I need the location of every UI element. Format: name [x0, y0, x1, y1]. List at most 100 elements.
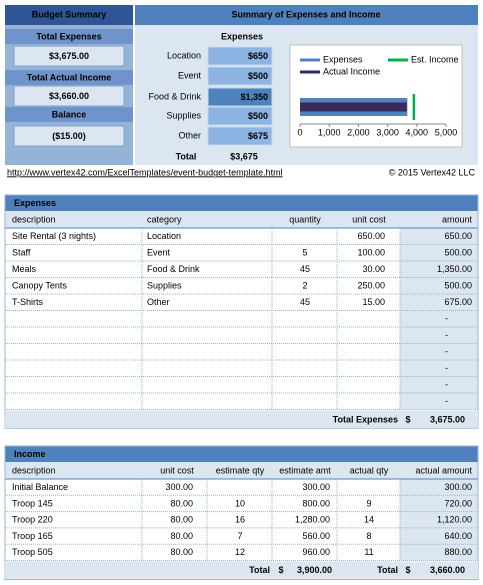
category-value: $650	[248, 51, 268, 61]
expense-cell: Location	[147, 231, 181, 241]
category-cell	[207, 106, 273, 126]
overview-header-bg	[135, 5, 478, 25]
income-cell: 80.00	[170, 547, 193, 557]
category-value: $500	[248, 111, 268, 121]
expense-total-currency: $	[405, 414, 410, 424]
column-header: category	[147, 214, 182, 224]
x-tick-label: 5,000	[435, 127, 458, 137]
expense-cell: Meals	[12, 264, 37, 274]
category-label: Food & Drink	[148, 91, 201, 101]
expense-cell: 30.00	[362, 264, 385, 274]
expense-cell: 45	[300, 297, 310, 307]
income-est-total-currency: $	[278, 565, 283, 575]
expense-cell: 500.00	[444, 248, 472, 258]
column-header: amount	[442, 214, 473, 224]
income-est-total-label: Total	[249, 565, 270, 575]
amount-column-bg	[400, 228, 478, 410]
expense-cell: Event	[147, 248, 171, 258]
income-cell: 7	[237, 531, 242, 541]
expense-cell: 45	[300, 264, 310, 274]
income-cell: 1,120.00	[437, 515, 472, 525]
column-header: description	[12, 465, 56, 475]
income-cell: 880.00	[444, 547, 472, 557]
summary-label: Total Expenses	[36, 31, 101, 41]
summary-header-bg	[5, 5, 133, 25]
income-cell: Troop 145	[12, 498, 53, 508]
expense-blank-amount: -	[445, 330, 448, 340]
expense-cell: Canopy Tents	[12, 281, 67, 291]
income-cell: 1,280.00	[295, 515, 330, 525]
expense-cell: Supplies	[147, 281, 182, 291]
income-cell: 80.00	[170, 515, 193, 525]
expense-total-label: Total Expenses	[333, 414, 398, 424]
expense-cell: Food & Drink	[147, 264, 200, 274]
overview-header: Summary of Expenses and Income	[231, 9, 380, 19]
expense-cell: 650.00	[444, 231, 472, 241]
table-title: Expenses	[14, 198, 56, 208]
summary-value-box	[13, 85, 125, 107]
expense-blank-amount: -	[445, 396, 448, 406]
expense-cell: 675.00	[444, 297, 472, 307]
income-actual-total-value: 3,660.00	[430, 565, 465, 575]
income-est-total-value: 3,900.00	[297, 565, 332, 575]
expense-blank-amount: -	[445, 363, 448, 373]
income-cell: 10	[235, 498, 245, 508]
summary-label-bg	[5, 107, 133, 122]
expense-cell: 650.00	[357, 231, 385, 241]
income-cell: 11	[364, 547, 373, 557]
summary-header: Budget Summary	[32, 9, 107, 19]
table-header-bg	[5, 195, 478, 211]
income-total-bg	[5, 561, 478, 579]
category-cell	[207, 66, 273, 86]
chart-area	[289, 44, 463, 148]
income-actual-total-label: Total	[377, 565, 398, 575]
summary-label: Balance	[52, 109, 87, 119]
column-header: actual qty	[350, 465, 389, 475]
column-header: estimate qty	[216, 465, 265, 475]
column-header: unit cost	[352, 214, 386, 224]
income-cell: Troop 505	[12, 547, 53, 557]
x-tick-label: 0	[297, 127, 302, 137]
category-label: Supplies	[166, 110, 201, 120]
expense-total-value: 3,675.00	[430, 414, 465, 424]
income-cell: 300.00	[302, 482, 330, 492]
x-tick-label: 1,000	[318, 127, 341, 137]
total-value: $3,675	[230, 151, 258, 161]
summary-value: $3,675.00	[49, 51, 89, 61]
expense-cell: T-Shirts	[12, 297, 44, 307]
bar	[300, 102, 407, 112]
income-cell: 640.00	[444, 531, 472, 541]
income-cell: Troop 220	[12, 515, 53, 525]
expense-cell: Site Rental (3 nights)	[12, 231, 96, 241]
expense-cell: 100.00	[357, 248, 385, 258]
column-header-bg	[5, 462, 478, 479]
expense-total-bg	[5, 410, 478, 429]
category-label: Other	[178, 130, 201, 140]
legend-label: Expenses	[323, 54, 363, 64]
source-link: http://www.vertex42.com/ExcelTemplates/e…	[7, 167, 283, 177]
income-cell: 12	[235, 547, 245, 557]
column-header: actual amount	[415, 465, 472, 475]
expense-blank-amount: -	[445, 314, 448, 324]
expense-cell: 250.00	[357, 281, 385, 291]
income-cell: 14	[364, 515, 374, 525]
income-cell: Initial Balance	[12, 482, 68, 492]
table-header-bg	[5, 446, 478, 462]
copyright: © 2015 Vertex42 LLC	[389, 167, 476, 177]
table-title: Income	[14, 449, 46, 459]
column-header: unit cost	[160, 465, 194, 475]
income-cell: 9	[366, 498, 371, 508]
legend-label: Est. Income	[411, 54, 459, 64]
income-cell: 80.00	[170, 531, 193, 541]
expense-cell: 1,350.00	[437, 264, 472, 274]
x-tick-label: 4,000	[406, 127, 429, 137]
category-cell	[207, 126, 273, 146]
summary-value: $3,660.00	[49, 91, 89, 101]
income-cell: 300.00	[165, 482, 193, 492]
income-cell: 560.00	[302, 531, 330, 541]
x-tick-label: 2,000	[347, 127, 370, 137]
income-cell: 960.00	[302, 547, 330, 557]
income-cell: 720.00	[444, 498, 472, 508]
summary-label-bg	[5, 29, 133, 44]
category-cell	[207, 46, 273, 66]
